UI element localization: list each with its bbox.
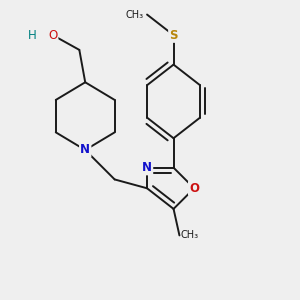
Text: H: H	[28, 29, 37, 42]
Text: N: N	[80, 143, 90, 157]
Text: N: N	[142, 161, 152, 174]
Text: O: O	[48, 29, 58, 42]
Text: CH₃: CH₃	[181, 230, 199, 240]
Text: CH₃: CH₃	[126, 10, 144, 20]
Text: O: O	[189, 182, 199, 195]
Text: S: S	[169, 29, 178, 42]
